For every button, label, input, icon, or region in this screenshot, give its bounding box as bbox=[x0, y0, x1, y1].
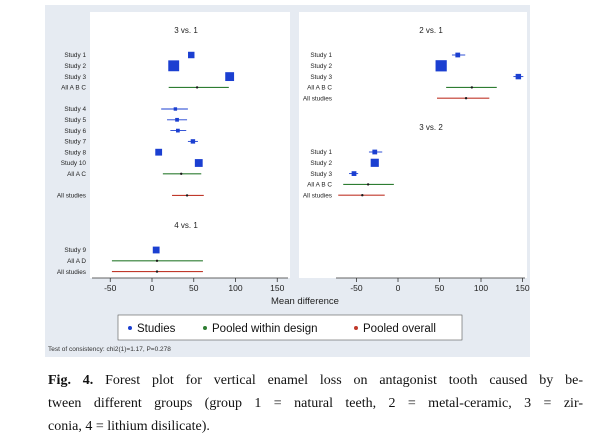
pooled-overall-point bbox=[185, 194, 189, 197]
x-tick-label: 0 bbox=[396, 283, 401, 293]
pooled-within-point bbox=[470, 86, 474, 89]
forest-panel: -50 0 50 100 150 3 vs. 1 Study 1 Study 2 Study 3… bbox=[57, 26, 288, 293]
study-marker bbox=[351, 171, 357, 176]
comparison-title: 2 vs. 1 bbox=[419, 26, 443, 35]
row-label: Study 9 bbox=[64, 247, 86, 254]
x-tick-label: 150 bbox=[515, 283, 529, 293]
right-panel-background bbox=[299, 12, 527, 278]
study-marker bbox=[173, 107, 178, 111]
x-tick-label: 50 bbox=[435, 283, 445, 293]
study-marker bbox=[370, 158, 379, 167]
legend-box bbox=[117, 314, 463, 341]
study-marker bbox=[515, 73, 522, 80]
study-marker bbox=[190, 139, 196, 144]
study-marker bbox=[152, 246, 160, 254]
study-marker bbox=[455, 52, 461, 58]
row-label: Study 3 bbox=[64, 74, 86, 81]
pooled-overall-point bbox=[361, 194, 364, 197]
row-label: All studies bbox=[303, 95, 332, 102]
legend-studies-marker bbox=[128, 326, 132, 330]
row-label: Study 1 bbox=[64, 52, 86, 59]
x-tick-label: 100 bbox=[474, 283, 488, 293]
pooled-within-point bbox=[195, 86, 199, 89]
x-tick-label: 100 bbox=[228, 283, 242, 293]
caption-line: tween different groups (group 1 = natura… bbox=[48, 396, 583, 411]
row-label: All studies bbox=[57, 193, 86, 200]
row-label: Study 2 bbox=[310, 160, 332, 167]
study-marker bbox=[168, 60, 180, 72]
row-label: Study 2 bbox=[64, 63, 86, 70]
pooled-overall-point bbox=[155, 270, 159, 273]
legend: Studies Pooled within design Pooled over… bbox=[117, 314, 463, 341]
row-label: All A B C bbox=[307, 85, 332, 92]
row-label: Study 2 bbox=[310, 63, 332, 70]
caption-line: conia, 4 = lithium disilicate). bbox=[48, 419, 210, 434]
comparison-title: 4 vs. 1 bbox=[174, 221, 198, 230]
figure-caption: Fig. 4. Forest plot for vertical enamel … bbox=[48, 369, 583, 438]
study-marker bbox=[176, 128, 180, 133]
study-marker bbox=[155, 148, 163, 156]
x-tick-label: -50 bbox=[104, 283, 117, 293]
comparison-title: 3 vs. 1 bbox=[174, 26, 198, 35]
row-label: Study 1 bbox=[310, 52, 332, 59]
x-tick-label: -50 bbox=[350, 283, 363, 293]
row-label: Study 3 bbox=[310, 74, 332, 81]
caption-line: Fig. 4. Forest plot for vertical enamel … bbox=[48, 369, 583, 392]
study-marker bbox=[372, 149, 378, 155]
row-label: All A B C bbox=[307, 182, 332, 189]
legend-pooled-overall-marker bbox=[354, 326, 358, 330]
x-tick-label: 150 bbox=[270, 283, 284, 293]
consistency-test-note: Test of consistency: chi2(1)=1.17, P=0.2… bbox=[48, 346, 171, 353]
x-tick-label: 0 bbox=[150, 283, 155, 293]
study-marker bbox=[435, 60, 447, 72]
study-marker bbox=[194, 159, 203, 167]
row-label: All studies bbox=[57, 269, 86, 276]
legend-studies-label: Studies bbox=[137, 323, 176, 335]
legend-pooled-within-marker bbox=[203, 326, 207, 330]
row-label: All A C bbox=[67, 171, 86, 178]
pooled-within-point bbox=[155, 259, 159, 262]
forest-panel: -50 0 50 100 150 2 vs. 1 Study 1 Study 2 Study 3… bbox=[303, 26, 530, 293]
row-label: Study 3 bbox=[310, 171, 332, 178]
row-label: All A D bbox=[67, 258, 86, 265]
pooled-within-point bbox=[366, 183, 370, 186]
row-label: All A B C bbox=[61, 85, 86, 92]
caption-text: Forest plot for vertical enamel loss on … bbox=[105, 373, 583, 388]
comparison-title: 3 vs. 2 bbox=[419, 123, 443, 132]
row-label: Study 1 bbox=[310, 149, 332, 156]
forest-plot-figure: Mean difference Studies Pooled within de… bbox=[45, 5, 530, 357]
pooled-overall-point bbox=[464, 97, 468, 100]
study-marker bbox=[175, 117, 179, 122]
row-label: Study 8 bbox=[64, 149, 86, 156]
legend-pooled-within-label: Pooled within design bbox=[212, 323, 318, 335]
x-axis-label: Mean difference bbox=[271, 296, 339, 307]
x-tick-label: 50 bbox=[189, 283, 199, 293]
row-label: Study 4 bbox=[64, 106, 86, 113]
row-label: Study 7 bbox=[64, 139, 86, 146]
row-label: All studies bbox=[303, 192, 332, 199]
study-marker bbox=[225, 72, 235, 82]
row-label: Study 6 bbox=[64, 128, 86, 135]
legend-pooled-overall-label: Pooled overall bbox=[363, 323, 436, 335]
caption-figure-label: Fig. 4. bbox=[48, 373, 94, 388]
row-label: Study 10 bbox=[61, 160, 87, 167]
row-label: Study 5 bbox=[64, 117, 86, 124]
pooled-within-point bbox=[180, 172, 183, 175]
study-marker bbox=[188, 51, 195, 59]
